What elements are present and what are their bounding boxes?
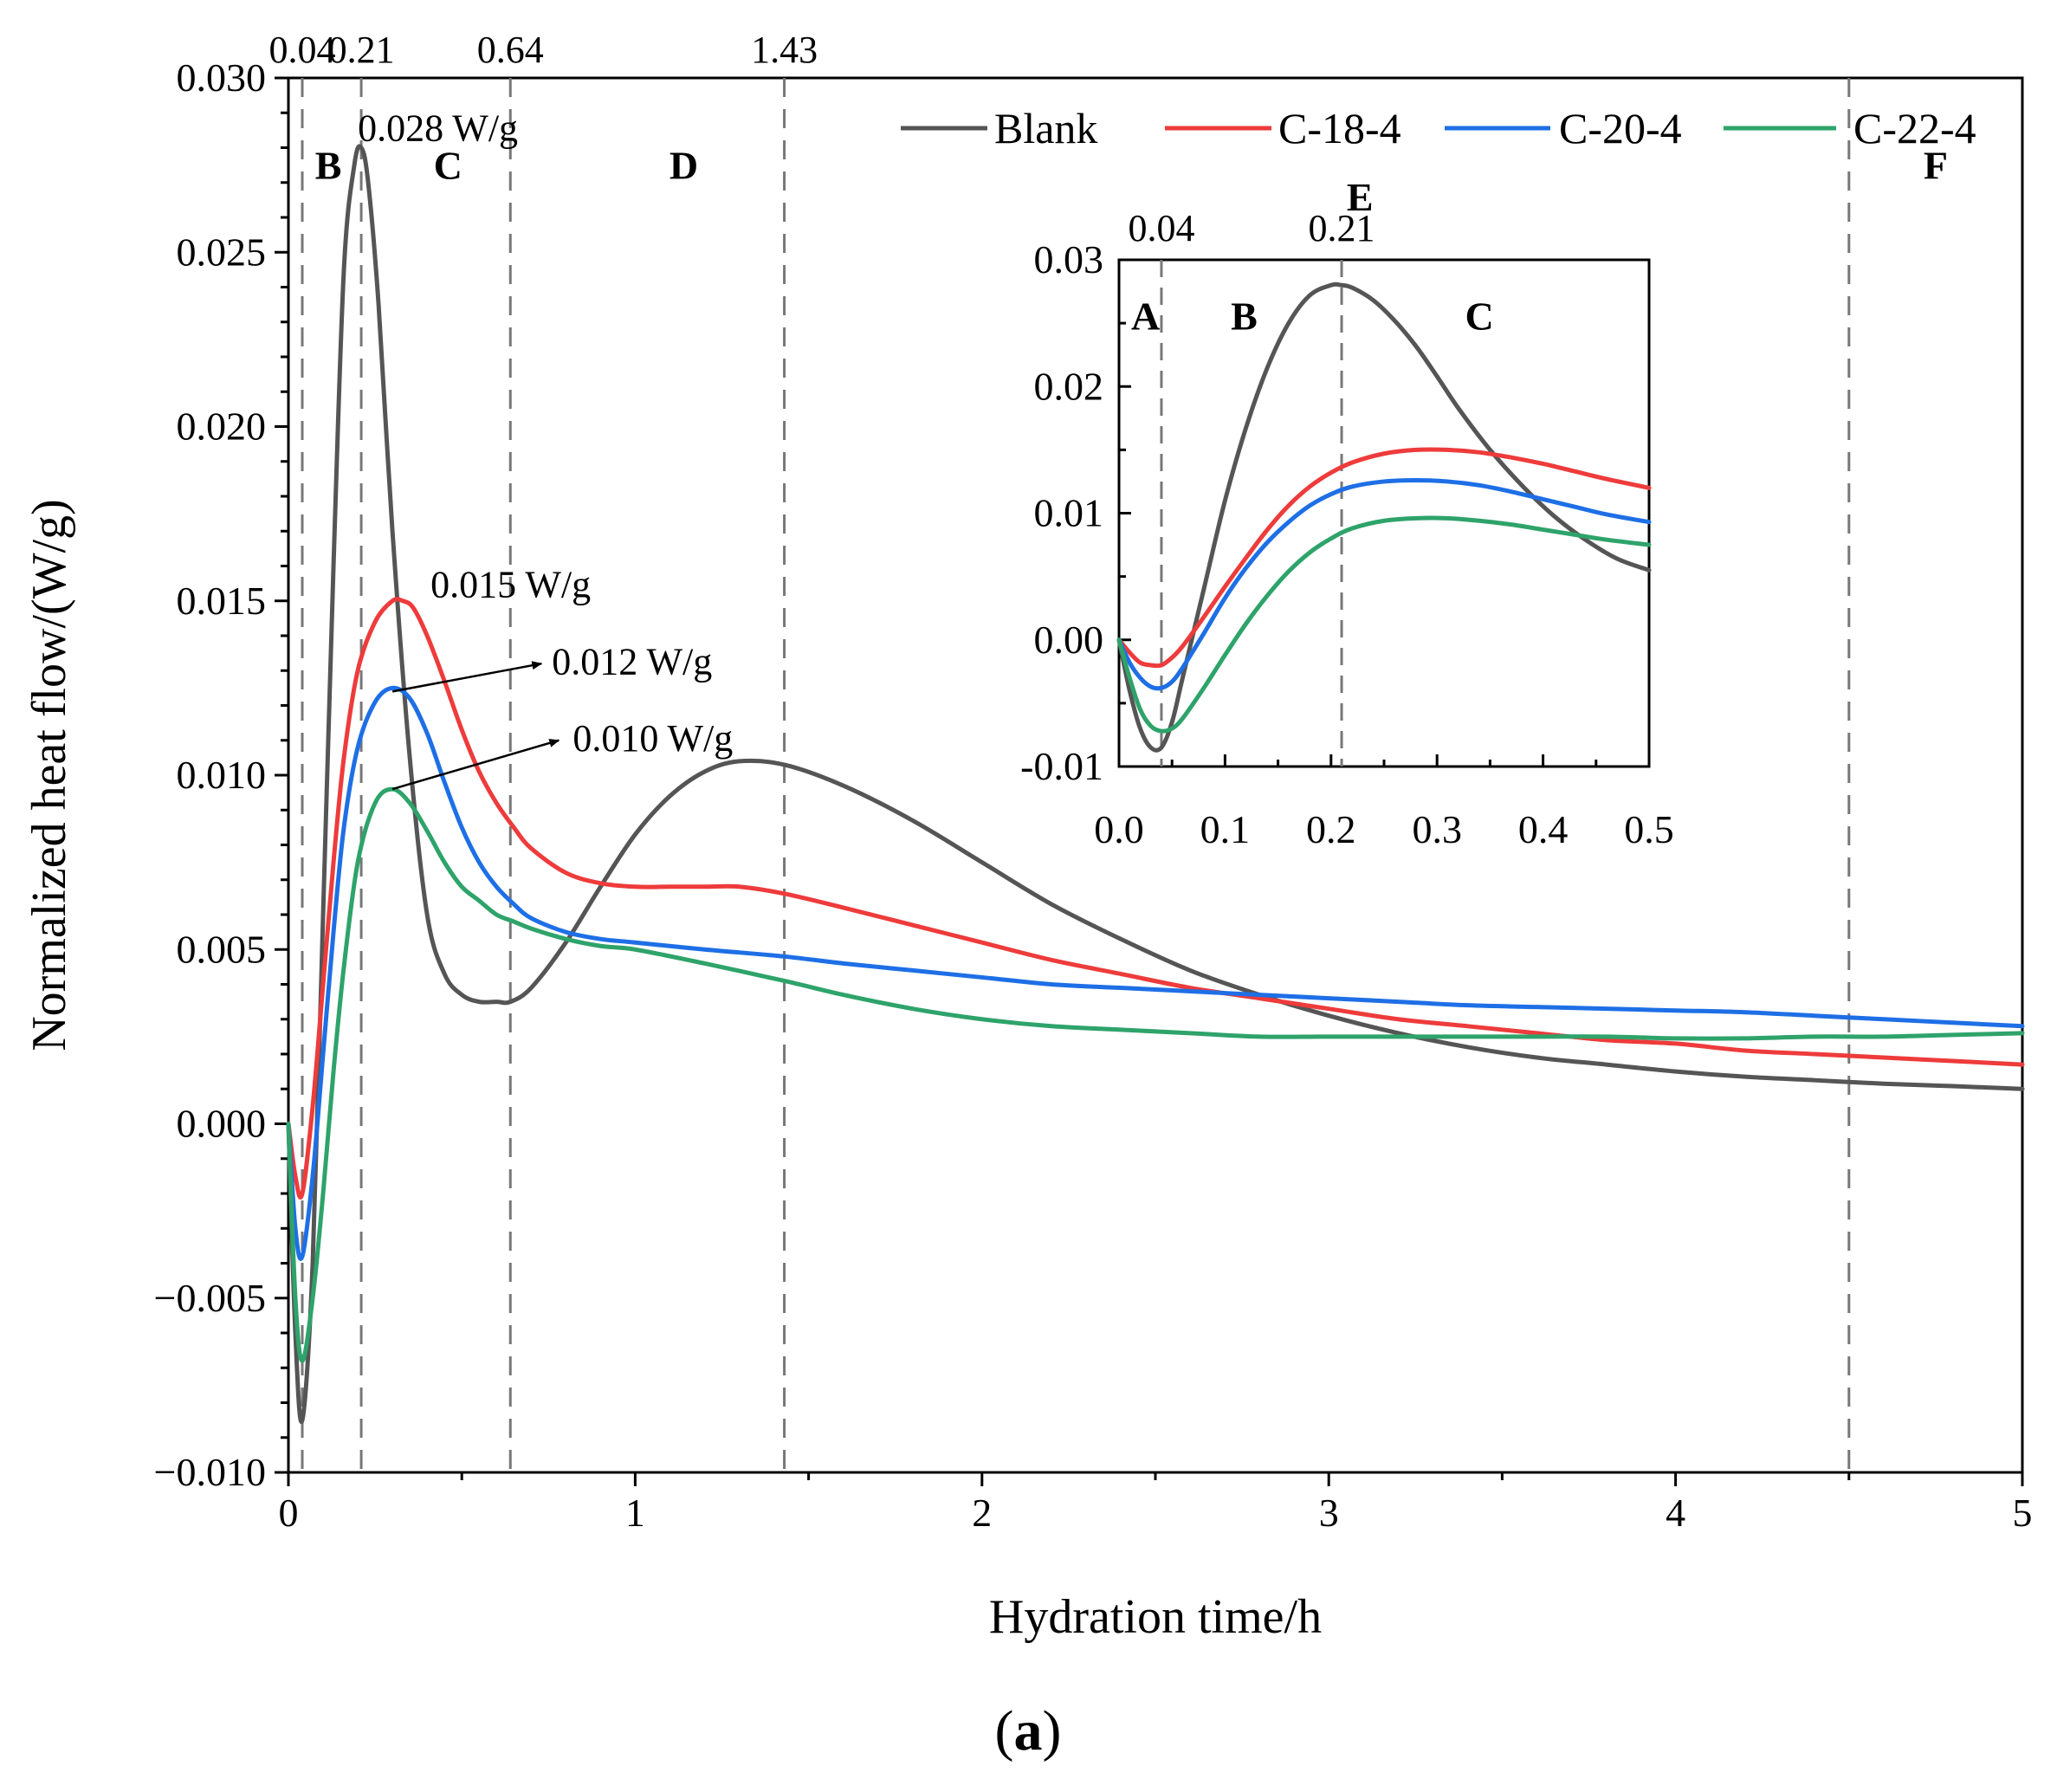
- main-y-tick-label: 0.030: [177, 55, 267, 100]
- inset-x-tick-label: 0.4: [1518, 807, 1569, 851]
- annotation-arrow: [391, 739, 560, 791]
- main-vline-label: 0.64: [477, 29, 544, 71]
- main-region-label: F: [1924, 144, 1948, 188]
- inset-x-tick-label: 0.5: [1624, 807, 1674, 851]
- main-x-tick-label: 0: [279, 1491, 299, 1535]
- peak-annotation: 0.012 W/g: [552, 640, 712, 683]
- inset-x-tick-label: 0.3: [1412, 807, 1462, 851]
- main-vline-label: 0.21: [328, 29, 395, 71]
- inset-x-tick-label: 0.0: [1094, 807, 1144, 851]
- main-region-label: D: [669, 144, 698, 188]
- annotation-arrow: [391, 661, 543, 693]
- main-region-label: B: [315, 144, 342, 188]
- inset-region-label: C: [1465, 294, 1494, 338]
- main-y-tick-label: 0.025: [177, 230, 267, 274]
- main-x-tick-label: 1: [625, 1491, 645, 1535]
- main-y-tick-label: 0.015: [177, 579, 267, 623]
- legend-label: C-22-4: [1853, 104, 1976, 152]
- series-line-c-18-4: [286, 597, 2025, 1200]
- inset-vline-label: 0.04: [1128, 207, 1194, 249]
- inset-series-line-c-18-4: [1116, 447, 1652, 669]
- series-line-blank: [286, 144, 2025, 1425]
- figure-caption: (a): [995, 1699, 1062, 1763]
- main-x-tick-label: 3: [1319, 1491, 1339, 1535]
- inset-series-line-c-20-4: [1116, 477, 1652, 691]
- inset-series-line-c-22-4: [1116, 515, 1652, 734]
- inset-y-tick-label: 0.02: [1034, 364, 1104, 408]
- legend-label: C-18-4: [1278, 104, 1401, 152]
- main-x-tick-label: 2: [972, 1491, 992, 1535]
- main-y-tick-label: 0.010: [177, 753, 267, 797]
- inset-y-tick-label: -0.01: [1020, 744, 1103, 788]
- inset-y-tick-label: 0.01: [1034, 491, 1104, 535]
- main-x-tick-label: 5: [2013, 1491, 2033, 1535]
- inset-region-label: B: [1231, 294, 1258, 338]
- main-region-label: E: [1347, 175, 1374, 219]
- series-line-c-22-4: [286, 786, 2025, 1363]
- inset-vline-label: 0.21: [1309, 207, 1375, 249]
- main-y-tick-label: 0.000: [177, 1102, 267, 1146]
- inset-plot-area: [1117, 258, 1651, 768]
- y-axis-title: Normalized heat flow/(W/g): [23, 499, 76, 1051]
- legend: Blank C-18-4 C-20-4 C-22-4: [901, 104, 1976, 152]
- peak-annotation: 0.010 W/g: [572, 717, 733, 760]
- inset-y-tick-label: 0.00: [1034, 618, 1104, 662]
- caption-letter: a: [1014, 1699, 1043, 1763]
- legend-label: C-20-4: [1559, 104, 1682, 152]
- main-vline-label: 0.04: [269, 29, 336, 71]
- peak-annotation: 0.028 W/g: [358, 107, 518, 149]
- main-y-tick-label: −0.005: [154, 1276, 266, 1320]
- main-region-label: C: [434, 144, 463, 188]
- main-x-tick-label: 4: [1666, 1491, 1685, 1535]
- x-axis-title: Hydration time/h: [989, 1590, 1322, 1644]
- inset-region-label: A: [1131, 294, 1160, 338]
- inset-y-tick-label: 0.03: [1034, 237, 1104, 281]
- inset-x-tick-label: 0.2: [1306, 807, 1356, 851]
- peak-annotation: 0.015 W/g: [430, 564, 591, 606]
- legend-label: Blank: [994, 104, 1097, 152]
- inset-series-line-blank: [1116, 281, 1652, 753]
- main-y-tick-label: 0.005: [177, 927, 267, 971]
- series-line-c-20-4: [286, 685, 2025, 1261]
- main-y-tick-label: 0.020: [177, 404, 267, 449]
- main-vline-label: 1.43: [751, 29, 818, 71]
- inset-x-tick-label: 0.1: [1200, 807, 1251, 851]
- main-y-tick-label: −0.010: [154, 1450, 266, 1494]
